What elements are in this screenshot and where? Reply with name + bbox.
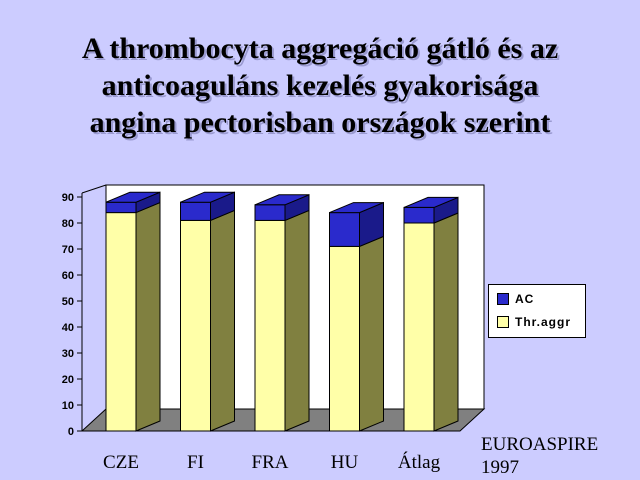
legend-swatch-ac: [497, 293, 509, 305]
y-tick-label: 80: [62, 218, 74, 230]
bar-ac-front: [180, 201, 211, 221]
y-tick-label: 30: [62, 348, 74, 360]
legend-item-thr-aggr: Thr.aggr: [497, 315, 571, 329]
bar-thr-aggr-side: [359, 235, 384, 432]
legend: AC Thr.aggr: [488, 284, 586, 338]
y-tick-label: 0: [68, 426, 74, 438]
bar-ac-front: [254, 204, 286, 221]
y-tick-label: 10: [62, 400, 74, 412]
chart-title: A thrombocyta aggregáció gátló és az ant…: [0, 30, 640, 141]
bar-thr-aggr-front: [403, 222, 435, 432]
y-ticks: 0 10 20 30 40 50 60 70 80 90: [62, 192, 82, 438]
category-label: Átlag: [398, 451, 441, 473]
bar-ac-front: [403, 206, 435, 224]
bar-group: [254, 194, 310, 432]
y-tick-label: 90: [62, 192, 74, 204]
bar-group: [403, 196, 459, 432]
title-line-1: A thrombocyta aggregáció gátló és az: [81, 32, 559, 65]
source-line-2: 1997: [481, 457, 519, 478]
category-label: CZE: [103, 452, 139, 473]
bar-thr-aggr-front: [329, 245, 360, 432]
category-label: FI: [187, 452, 204, 473]
bar-thr-aggr-side: [210, 209, 235, 432]
bar-thr-aggr-side: [135, 201, 161, 432]
y-tick-label: 60: [62, 270, 74, 282]
legend-label-ac: AC: [515, 292, 535, 306]
category-label: HU: [331, 452, 359, 473]
bar-group: [180, 191, 235, 432]
source-note: EUROASPIRE 1997: [481, 433, 598, 479]
bar-ac-top: [403, 196, 459, 208]
y-tick-label: 70: [62, 244, 74, 256]
bar-ac-top: [329, 202, 384, 214]
bar-thr-aggr-front: [180, 219, 211, 432]
category-label: FRA: [252, 452, 289, 473]
bar-ac-front: [329, 212, 360, 247]
bar-ac-top: [180, 191, 235, 203]
bar-ac-top: [254, 194, 310, 206]
y-tick-label: 20: [62, 374, 74, 386]
title-line-2: anticoaguláns kezelés gyakorisága: [101, 69, 539, 102]
y-axis-depth-line: [81, 184, 107, 194]
legend-label-thr-aggr: Thr.aggr: [515, 315, 572, 329]
bar-ac-front: [105, 201, 137, 214]
category-labels: CZE FI FRA HU Átlag: [103, 451, 441, 473]
bar-thr-aggr-side: [284, 209, 310, 432]
bar-thr-aggr-side: [433, 212, 459, 432]
bars: [105, 191, 459, 432]
title-line-3: angina pectorisban országok szerint: [89, 106, 551, 139]
bar-group: [105, 191, 161, 432]
bar-thr-aggr-front: [254, 219, 286, 432]
source-line-1: EUROASPIRE: [481, 434, 599, 455]
bar-group: [329, 201, 384, 432]
legend-swatch-thr-aggr: [497, 316, 509, 328]
legend-item-ac: AC: [497, 292, 534, 306]
bar-thr-aggr-front: [105, 212, 137, 432]
y-tick-label: 40: [62, 322, 74, 334]
y-tick-label: 50: [62, 296, 74, 308]
bar-ac-top: [105, 191, 161, 203]
